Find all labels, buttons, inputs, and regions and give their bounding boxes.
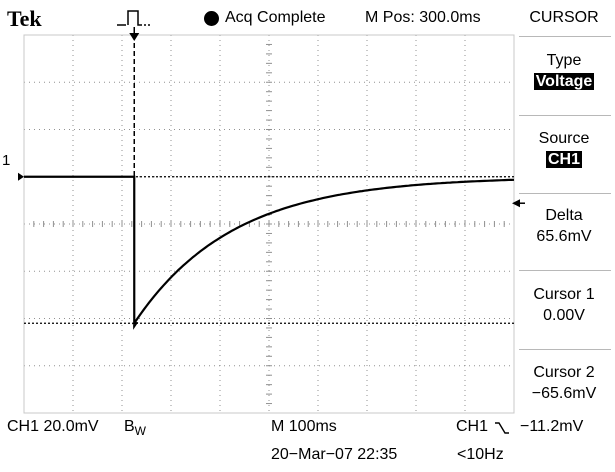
menu-item-value: Voltage	[533, 73, 595, 90]
menu-item-value: 0.00V	[543, 307, 585, 324]
trigger-level: −11.2mV	[520, 418, 584, 435]
menu-item-type[interactable]: Type Voltage	[513, 50, 615, 92]
acquisition-status-icon	[204, 11, 219, 26]
channel-1-marker: 1	[2, 152, 11, 169]
cursor-menu: CURSOR Type Voltage Source CH1 Delta 65.6mV Cu…	[513, 0, 615, 408]
horizontal-position: M Pos: 300.0ms	[365, 9, 481, 26]
menu-separator	[519, 349, 611, 350]
falling-edge-icon	[495, 422, 509, 434]
trigger-source: CH1	[456, 418, 489, 435]
menu-item-label: Cursor 2	[533, 364, 595, 381]
trigger-level-arrow	[512, 199, 520, 208]
channel-1-arrow	[18, 172, 24, 181]
trigger-position-marker	[129, 33, 140, 41]
menu-item-label: Cursor 1	[533, 286, 595, 303]
menu-item-value: −65.6mV	[531, 385, 597, 402]
ch1-vertical-scale: CH1 20.0mV	[7, 418, 99, 435]
menu-item-value: CH1	[545, 151, 582, 168]
waveform-trace	[24, 175, 515, 330]
menu-item-label: Source	[538, 130, 590, 147]
menu-item-cursor-1[interactable]: Cursor 1 0.00V	[513, 284, 615, 326]
menu-item-cursor-2[interactable]: Cursor 2 −65.6mV	[513, 362, 615, 404]
menu-separator	[519, 270, 611, 271]
menu-item-label: Delta	[545, 207, 583, 224]
date-time: 20−Mar−07 22:35	[271, 446, 398, 463]
timebase: M 100ms	[271, 418, 337, 435]
trigger-frequency: <10Hz	[457, 446, 504, 463]
menu-separator	[519, 115, 611, 116]
menu-separator	[519, 36, 611, 37]
bandwidth-limit-letter: B	[124, 418, 135, 435]
bandwidth-limit: BW	[124, 418, 146, 438]
menu-item-label: Type	[546, 52, 582, 69]
menu-item-source[interactable]: Source CH1	[513, 128, 615, 170]
menu-title: CURSOR	[529, 9, 599, 26]
menu-separator	[519, 193, 611, 194]
graticule-frame	[23, 34, 515, 414]
brand-logo: Tek	[7, 6, 42, 31]
menu-item-delta[interactable]: Delta 65.6mV	[513, 205, 615, 247]
acquisition-status: Acq Complete	[225, 9, 326, 26]
bandwidth-limit-sub: W	[134, 424, 146, 438]
trigger-pulse-icon	[117, 10, 151, 26]
menu-item-value: 65.6mV	[536, 228, 592, 245]
